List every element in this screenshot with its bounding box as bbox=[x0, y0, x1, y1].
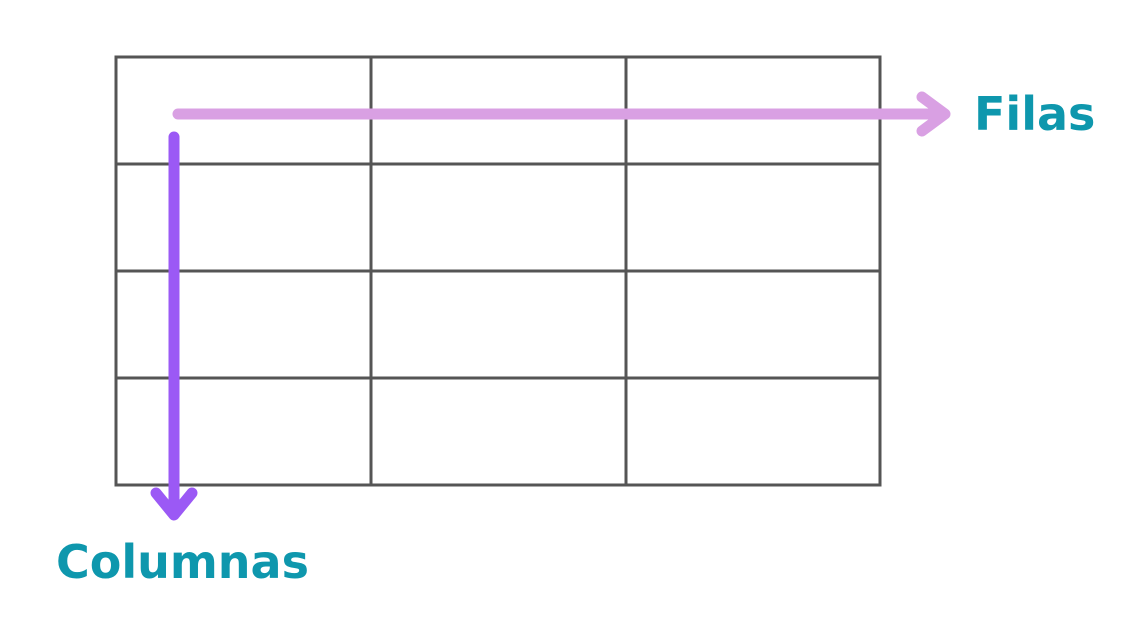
rows-arrow bbox=[172, 91, 951, 137]
table-grid bbox=[114, 55, 882, 487]
columns-arrow-head bbox=[150, 487, 198, 521]
columns-arrow bbox=[150, 131, 198, 521]
rows-arrow-head bbox=[916, 91, 951, 137]
columns-label: Columnas bbox=[56, 535, 309, 589]
rows-label: Filas bbox=[974, 87, 1095, 141]
table-row-dividers bbox=[116, 162, 880, 380]
